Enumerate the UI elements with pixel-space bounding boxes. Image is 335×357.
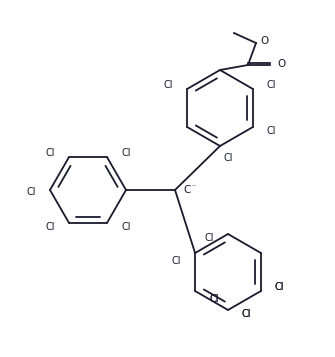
Text: Cl: Cl xyxy=(267,80,276,90)
Text: Cl: Cl xyxy=(209,294,219,304)
Text: Cl: Cl xyxy=(224,153,233,163)
Text: Cl: Cl xyxy=(26,187,36,197)
Text: Cl: Cl xyxy=(267,126,276,136)
Text: C: C xyxy=(183,185,190,195)
Text: Cl: Cl xyxy=(121,148,131,158)
Text: Cl: Cl xyxy=(275,282,284,292)
Text: Cl: Cl xyxy=(204,233,214,243)
Text: Cl: Cl xyxy=(46,222,55,232)
Text: Cl: Cl xyxy=(172,256,181,266)
Text: Cl: Cl xyxy=(242,309,252,319)
Text: Cl: Cl xyxy=(46,148,55,158)
Text: Cl: Cl xyxy=(275,282,284,292)
Text: Cl: Cl xyxy=(121,222,131,232)
Text: O: O xyxy=(260,36,268,46)
Text: Cl: Cl xyxy=(163,80,173,90)
Text: Cl: Cl xyxy=(242,309,252,319)
Text: Cl: Cl xyxy=(209,294,219,304)
Text: O: O xyxy=(277,59,285,69)
Text: ⁻: ⁻ xyxy=(191,182,195,191)
